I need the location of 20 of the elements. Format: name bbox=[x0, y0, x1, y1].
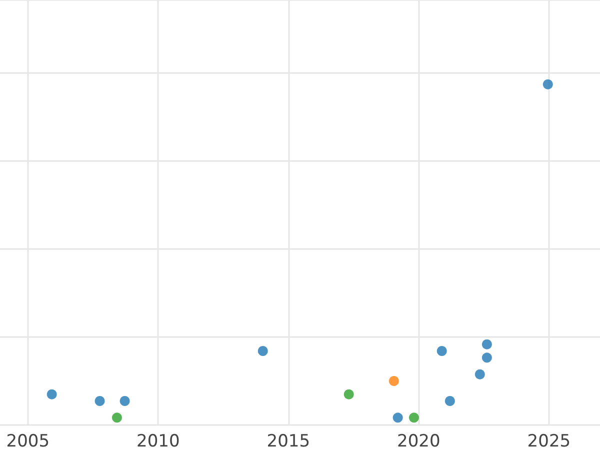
x-tick-label: 2015 bbox=[266, 432, 310, 450]
point bbox=[112, 412, 122, 423]
point bbox=[482, 352, 492, 363]
point bbox=[258, 346, 268, 356]
point bbox=[46, 389, 57, 400]
point bbox=[344, 389, 354, 400]
point bbox=[408, 412, 419, 423]
x-tick-label: 2010 bbox=[136, 432, 180, 450]
point bbox=[482, 339, 492, 350]
point bbox=[388, 376, 399, 386]
x-tick-label: 2005 bbox=[6, 432, 50, 450]
x-tick-label: 2025 bbox=[527, 432, 571, 450]
point bbox=[392, 412, 403, 423]
point bbox=[444, 396, 455, 406]
point bbox=[120, 396, 130, 406]
point bbox=[436, 346, 447, 356]
point bbox=[542, 79, 553, 90]
point bbox=[474, 369, 485, 380]
point bbox=[94, 396, 105, 406]
x-tick-label: 2020 bbox=[397, 432, 440, 450]
